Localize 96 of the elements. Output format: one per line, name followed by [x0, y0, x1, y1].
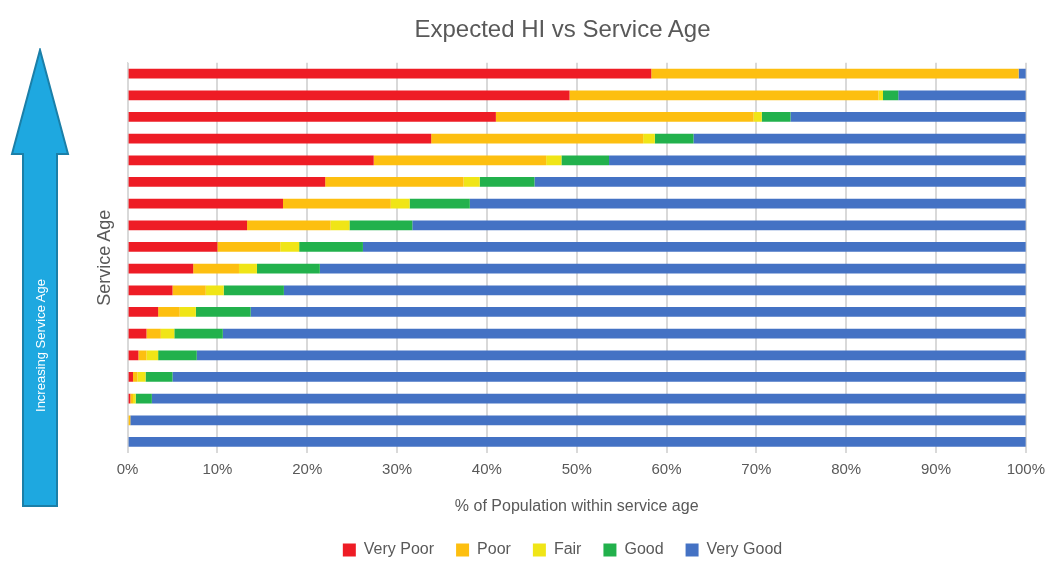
bar: [256, 263, 320, 274]
bar: [128, 198, 283, 209]
bar: [463, 177, 480, 187]
bar: [151, 393, 1026, 404]
bar: [145, 372, 173, 382]
x-tick-label: 80%: [831, 459, 862, 477]
bar: [319, 263, 1026, 274]
bar: [693, 133, 1026, 144]
bar: [196, 350, 1026, 361]
bar: [158, 307, 180, 317]
bar: [146, 350, 159, 361]
bar: [250, 307, 1026, 317]
bar: [561, 155, 610, 166]
bar: [128, 133, 432, 144]
bar: [495, 112, 754, 122]
bar: [409, 198, 470, 209]
bar: [179, 307, 196, 317]
bar: [205, 285, 224, 296]
bar: [128, 220, 248, 231]
bar: [898, 90, 1026, 101]
bar: [128, 350, 139, 361]
bar: [299, 242, 363, 252]
bar: [128, 68, 652, 79]
bar: [128, 437, 1026, 447]
bar: [390, 198, 410, 209]
bar: [128, 242, 218, 252]
bar: [217, 242, 281, 252]
bar: [546, 155, 562, 166]
bar: [128, 263, 194, 274]
chart-title: Expected HI vs Service Age: [414, 15, 711, 43]
bar: [195, 307, 251, 317]
legend-label: Very Good: [706, 540, 783, 558]
x-tick-label: 70%: [741, 459, 772, 477]
legend-label: Good: [624, 540, 664, 558]
bar: [609, 155, 1026, 166]
x-tick-label: 40%: [471, 459, 502, 477]
x-axis-title: % of Population within service age: [454, 496, 699, 514]
bar: [325, 177, 464, 187]
x-tick-label: 50%: [561, 459, 592, 477]
legend-label: Very Poor: [363, 540, 435, 558]
bar: [174, 328, 223, 339]
bar: [128, 285, 173, 296]
bar: [132, 372, 138, 382]
bar: [469, 198, 1026, 209]
bar: [280, 242, 300, 252]
bar: [172, 372, 1026, 382]
x-tick-label: 20%: [292, 459, 323, 477]
bar: [130, 415, 1026, 426]
bar: [753, 112, 762, 122]
bar: [238, 263, 257, 274]
bar: [172, 285, 206, 296]
bar: [373, 155, 547, 166]
bar: [160, 328, 175, 339]
bar: [222, 328, 1026, 339]
x-tick-label: 30%: [382, 459, 413, 477]
bar: [128, 372, 133, 382]
bar: [330, 220, 350, 231]
bar: [349, 220, 413, 231]
bar: [654, 133, 694, 144]
bar: [193, 263, 239, 274]
bar: [569, 90, 879, 101]
bar: [128, 155, 374, 166]
bar: [479, 177, 535, 187]
bar: [247, 220, 331, 231]
bar: [283, 285, 1026, 296]
bar: [128, 90, 570, 101]
bar: [135, 393, 152, 404]
bar: [643, 133, 655, 144]
bar: [158, 350, 197, 361]
bar: [128, 328, 147, 339]
x-tick-label: 10%: [202, 459, 233, 477]
x-tick-label: 0%: [116, 459, 139, 477]
bar: [431, 133, 644, 144]
text: Increasing Service Age: [32, 278, 48, 414]
x-tick-label: 60%: [651, 459, 682, 477]
bar: [128, 112, 496, 122]
bar: [137, 372, 146, 382]
bar: [412, 220, 1026, 231]
x-tick-label: 90%: [920, 459, 952, 477]
bar: [878, 90, 883, 101]
bar: [282, 198, 391, 209]
bar: [223, 285, 284, 296]
bar: [790, 112, 1026, 122]
bar: [128, 307, 159, 317]
y-axis-title: Service Age: [93, 209, 114, 306]
legend-label: Poor: [477, 540, 512, 558]
legend-label: Fair: [553, 540, 583, 558]
bar: [362, 242, 1026, 252]
bar: [146, 328, 161, 339]
bar: [128, 177, 326, 187]
bar: [883, 90, 899, 101]
bar: [761, 112, 791, 122]
x-tick-label: 100%: [1006, 459, 1046, 477]
bar: [651, 68, 1019, 79]
bar: [534, 177, 1026, 187]
bar: [138, 350, 147, 361]
